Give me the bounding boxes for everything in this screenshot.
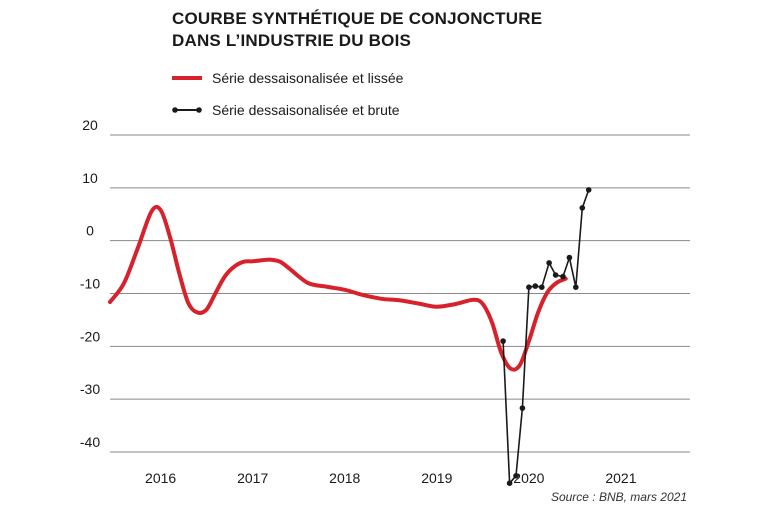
series-raw-point [573, 284, 579, 291]
chart-title-line-2: DANS L’INDUSTRIE DU BOIS [172, 31, 412, 50]
series-raw-point [539, 284, 545, 291]
series-raw-point [506, 480, 513, 487]
series-raw-point [526, 284, 532, 291]
y-tick-label: -40 [80, 434, 100, 450]
series-raw-point [566, 254, 573, 261]
x-tick-label: 2017 [237, 470, 268, 486]
legend-item-smoothed: Série dessaisonalisée et lissée [172, 68, 403, 88]
legend-swatch-raw [172, 107, 202, 113]
series-smoothed-line [108, 204, 568, 372]
x-tick-label: 2019 [421, 470, 452, 486]
legend-label-smoothed: Série dessaisonalisée et lissée [212, 70, 404, 86]
chart-title: COURBE SYNTHÉTIQUE DE CONJONCTURE DANS L… [172, 8, 592, 52]
y-tick-label: -30 [80, 381, 100, 397]
series-raw-point [552, 272, 559, 278]
x-tick-label: 2020 [513, 470, 544, 486]
y-tick-label: 10 [82, 170, 98, 186]
chart-title-line-1: COURBE SYNTHÉTIQUE DE CONJONCTURE [172, 9, 543, 28]
series-raw-point [579, 205, 586, 211]
x-tick-label: 2016 [145, 470, 176, 486]
series-raw-point [560, 273, 566, 280]
legend-label-raw: Série dessaisonalisée et brute [212, 102, 400, 118]
y-tick-label: 0 [86, 223, 94, 239]
series-raw-point [585, 187, 592, 193]
y-tick-label: -20 [80, 328, 100, 344]
series-raw-point [532, 283, 539, 289]
series-raw-point [546, 260, 552, 266]
series-raw-point [500, 338, 506, 344]
y-tick-label: 20 [82, 117, 98, 133]
legend-swatch-smoothed [172, 76, 202, 80]
source-note: Source : BNB, mars 2021 [550, 490, 687, 504]
series-raw-line [502, 189, 590, 485]
x-tick-label: 2021 [605, 470, 636, 486]
series-raw-point [513, 473, 519, 479]
legend-item-raw: Série dessaisonalisée et brute [172, 100, 400, 120]
x-tick-label: 2018 [329, 470, 360, 486]
series-raw-point [519, 405, 526, 411]
y-tick-label: -10 [80, 276, 100, 292]
